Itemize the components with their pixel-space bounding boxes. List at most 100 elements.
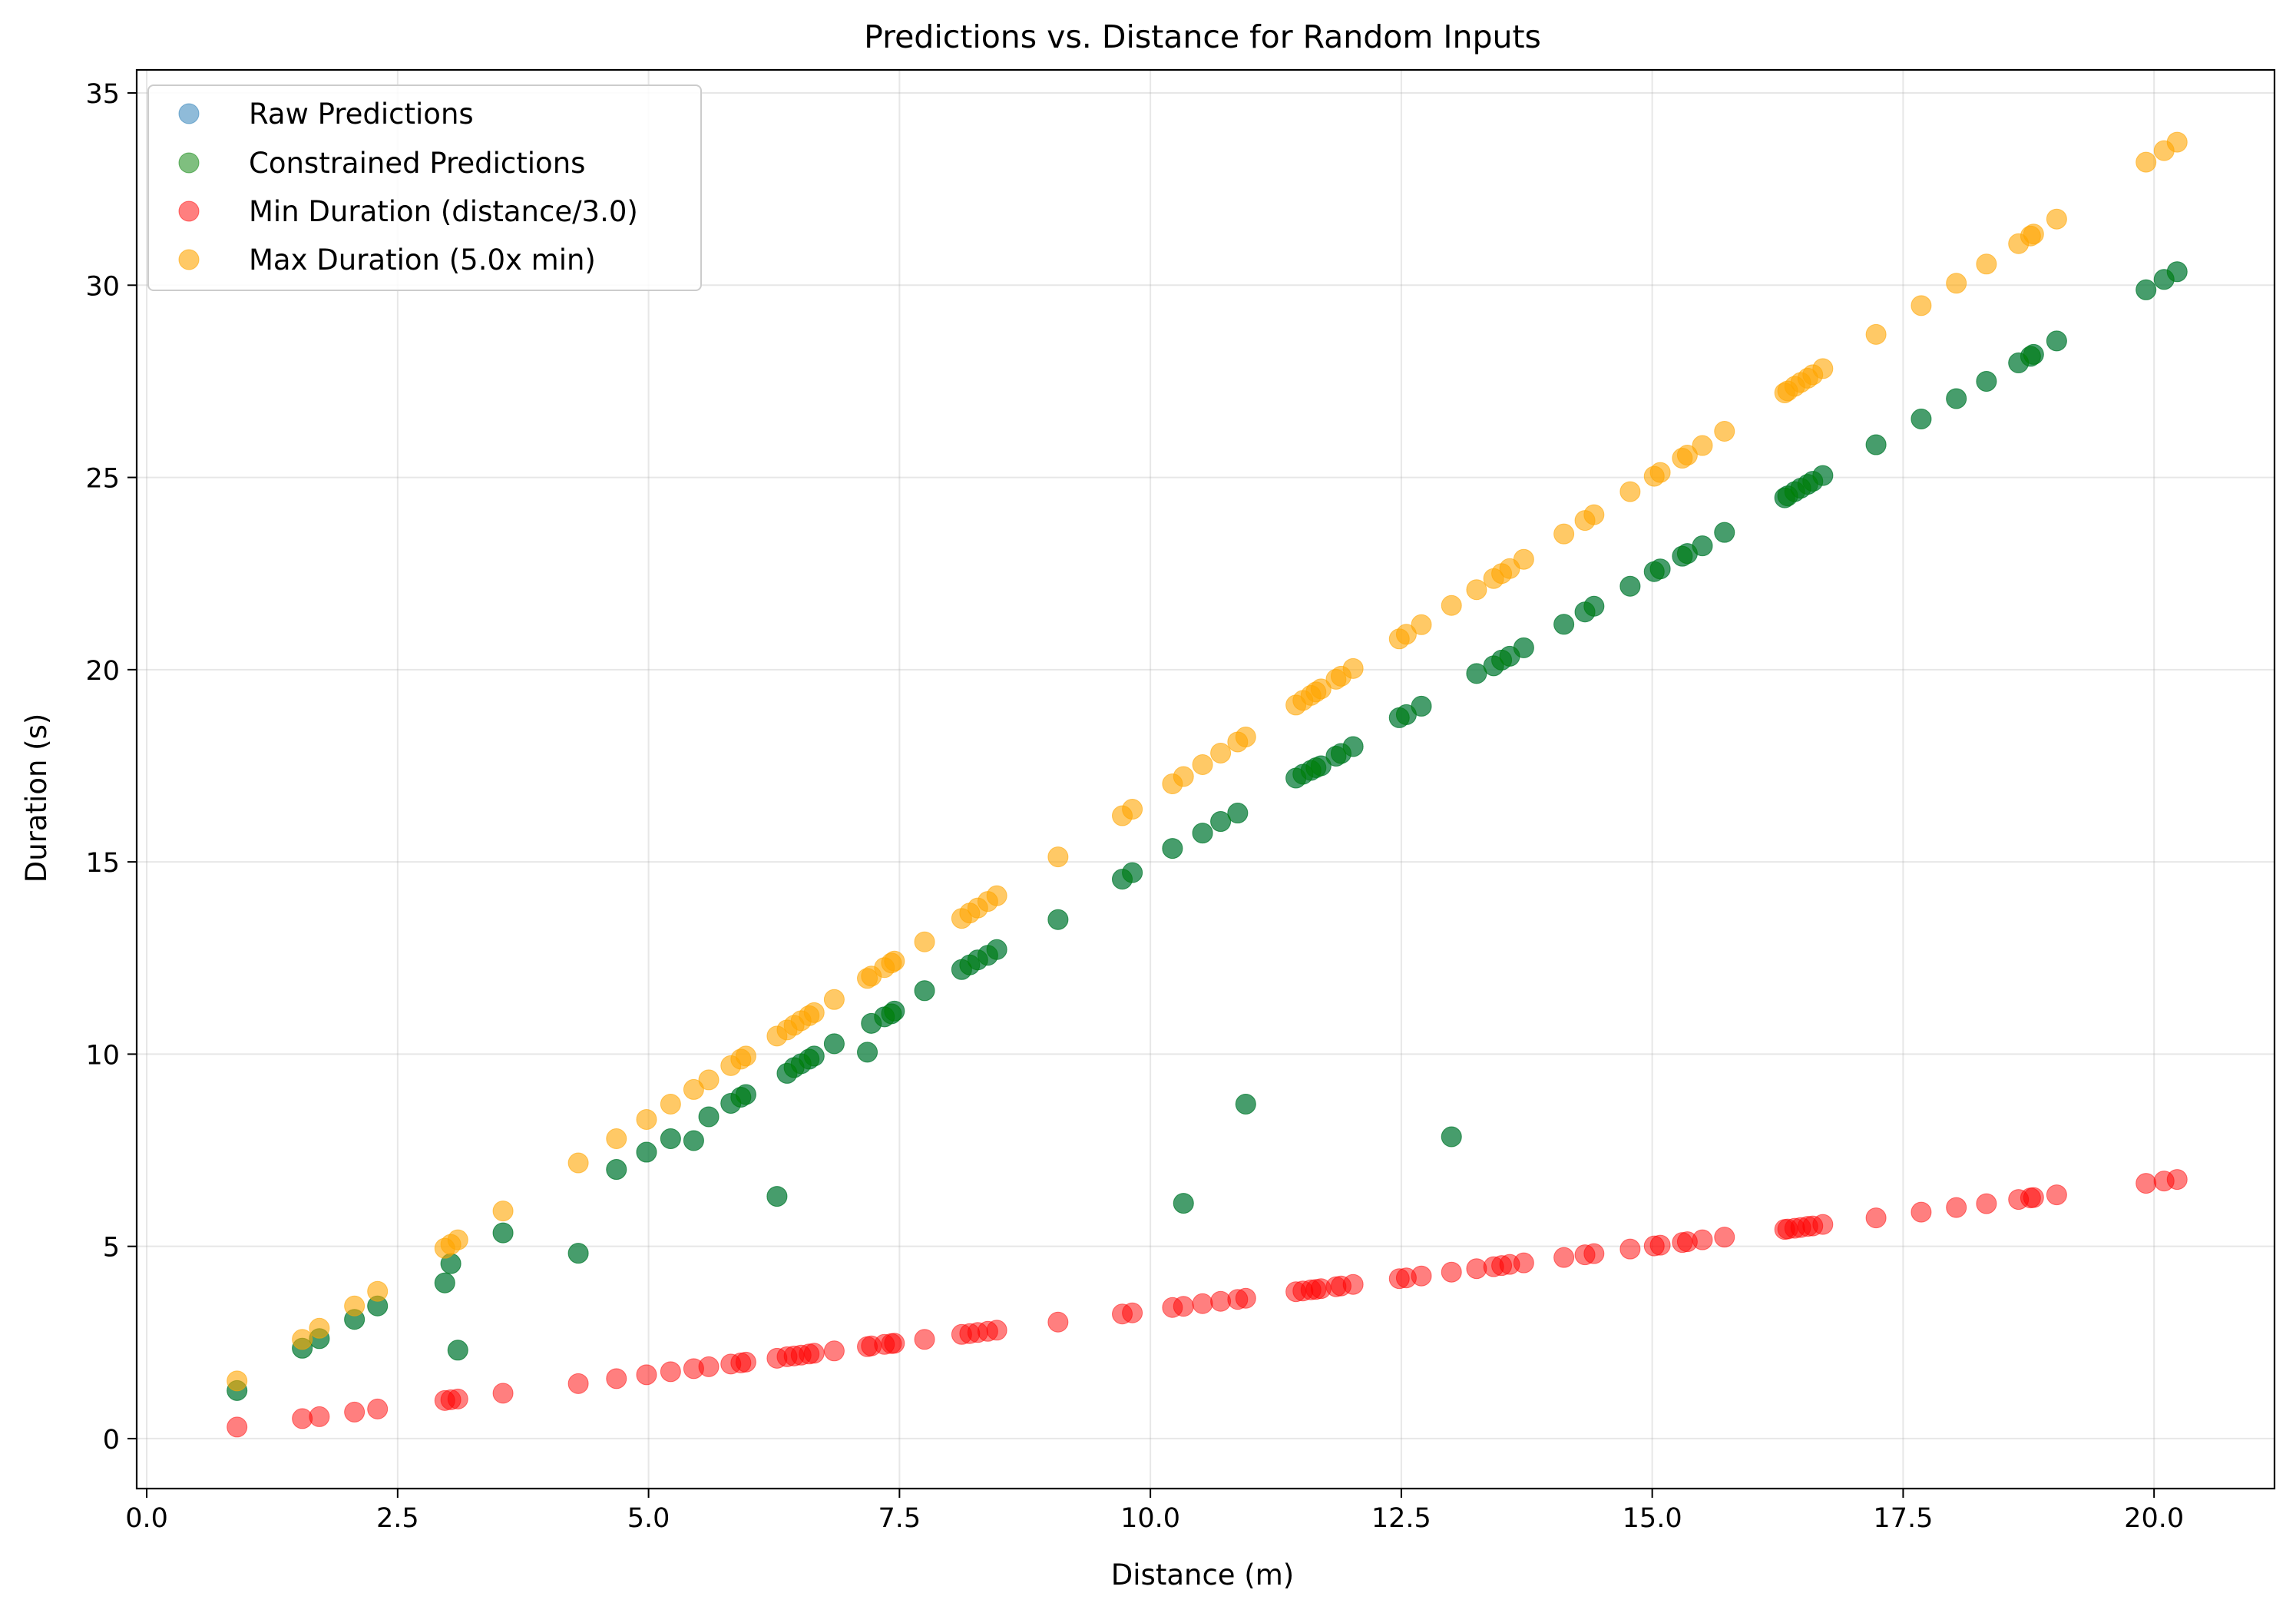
max-duration-point: [884, 950, 905, 972]
min-duration-point: [803, 1343, 825, 1364]
max-duration-point: [2136, 151, 2157, 173]
min-duration-point: [823, 1340, 845, 1362]
y-tick-label: 25: [85, 464, 120, 495]
min-duration-point: [1619, 1238, 1641, 1260]
max-duration-point: [1173, 766, 1194, 787]
max-duration-point: [367, 1280, 389, 1302]
min-duration-point: [1173, 1296, 1194, 1317]
max-duration-point: [1395, 624, 1417, 645]
max-duration-point: [735, 1045, 756, 1067]
constrained-prediction-point: [857, 1042, 878, 1063]
min-duration-point: [884, 1333, 905, 1354]
legend-item-raw-predictions: Raw Predictions: [178, 98, 474, 131]
max-duration-point: [1466, 579, 1487, 601]
y-tick-label: 0: [103, 1425, 120, 1456]
max-duration-point: [1946, 273, 1967, 294]
legend-item-min-duration: Min Duration (distance/3.0): [178, 195, 638, 228]
max-duration-point: [1865, 323, 1887, 345]
max-duration-point: [2046, 208, 2067, 230]
min-duration-point: [492, 1383, 514, 1404]
min-duration-point: [1976, 1193, 1997, 1214]
constrained-prediction-point: [1619, 575, 1641, 597]
max-duration-point: [292, 1329, 313, 1350]
max-duration-point: [803, 1002, 825, 1023]
x-tick-label: 20.0: [2124, 1503, 2184, 1534]
min-duration-point: [1553, 1247, 1575, 1268]
series-min-duration: [227, 1169, 2188, 1438]
constrained-prediction-point: [766, 1186, 788, 1207]
max-duration-point: [2166, 131, 2188, 153]
y-tick-label: 10: [85, 1040, 120, 1071]
min-duration-point: [660, 1361, 681, 1383]
constrained-prediction-point: [1227, 803, 1249, 824]
constrained-prediction-point: [698, 1106, 720, 1128]
max-duration-point: [914, 931, 935, 952]
max-duration-point: [1976, 253, 1997, 275]
constrained-prediction-point: [986, 939, 1007, 960]
min-duration-point: [1812, 1214, 1834, 1235]
max-duration-point: [1583, 504, 1605, 525]
constrained-prediction-point: [1865, 434, 1887, 455]
constrained-prediction-point: [914, 980, 935, 1002]
legend: Raw Predictions Constrained Predictions …: [147, 84, 702, 291]
max-duration-point: [227, 1370, 248, 1392]
constrained-prediction-point: [1235, 1093, 1256, 1115]
min-duration-point: [636, 1364, 657, 1386]
constrained-prediction-point: [2023, 343, 2044, 365]
min-duration-point: [447, 1388, 468, 1409]
constrained-prediction-point: [1649, 558, 1671, 580]
constrained-prediction-point: [1583, 595, 1605, 617]
min-duration-point: [1714, 1227, 1735, 1248]
grid-lines: [137, 70, 2274, 1489]
max-duration-point: [683, 1078, 704, 1100]
min-duration-point: [1946, 1197, 1967, 1218]
constrained-prediction-point: [1162, 838, 1183, 859]
x-tick-label: 17.5: [1873, 1503, 1933, 1534]
max-duration-point: [447, 1229, 468, 1250]
min-duration-point: [2023, 1187, 2044, 1208]
y-tick-label: 35: [85, 79, 120, 110]
max-duration-point: [1553, 523, 1575, 545]
min-duration-point: [914, 1329, 935, 1350]
constrained-prediction-point: [1946, 388, 1967, 409]
constrained-prediction-point: [2136, 279, 2157, 300]
x-tick-label: 12.5: [1371, 1503, 1431, 1534]
min-duration-point: [1583, 1243, 1605, 1264]
min-duration-point: [1342, 1274, 1364, 1295]
min-duration-point: [1441, 1261, 1462, 1283]
min-duration-point: [606, 1368, 627, 1389]
y-tick-label: 20: [85, 656, 120, 687]
constrained-prediction-point: [1192, 823, 1213, 844]
max-duration-point: [606, 1128, 627, 1150]
series-constrained-prediction: [227, 261, 2188, 1401]
min-duration-point: [1865, 1207, 1887, 1229]
constrained-prediction-point: [2166, 261, 2188, 283]
legend-label-constrained-predictions: Constrained Predictions: [249, 147, 585, 180]
constrained-prediction-point: [567, 1243, 589, 1264]
constrained-prediction-point: [636, 1141, 657, 1163]
min-duration-point: [1192, 1293, 1213, 1314]
min-duration-point: [1235, 1287, 1256, 1309]
legend-marker-min-duration: [178, 200, 200, 222]
y-tick-label: 5: [103, 1233, 120, 1264]
x-axis-label: Distance (m): [1111, 1558, 1294, 1591]
legend-marker-max-duration: [178, 249, 200, 270]
min-duration-point: [1911, 1201, 1932, 1223]
max-duration-point: [1714, 421, 1735, 442]
series-max-duration: [227, 131, 2188, 1392]
legend-item-max-duration: Max Duration (5.0x min): [178, 243, 596, 277]
x-tick-label: 10.0: [1120, 1503, 1180, 1534]
max-duration-point: [660, 1093, 681, 1115]
y-tick-label: 30: [85, 271, 120, 302]
constrained-prediction-point: [660, 1128, 681, 1150]
constrained-prediction-point: [803, 1045, 825, 1067]
max-duration-point: [1411, 614, 1432, 635]
max-duration-point: [1676, 445, 1698, 466]
max-duration-point: [344, 1295, 366, 1317]
min-duration-point: [986, 1320, 1007, 1341]
min-duration-point: [1122, 1302, 1143, 1323]
x-tick-label: 15.0: [1623, 1503, 1682, 1534]
y-axis-label: Duration (s): [20, 714, 53, 883]
constrained-prediction-point: [1411, 695, 1432, 717]
